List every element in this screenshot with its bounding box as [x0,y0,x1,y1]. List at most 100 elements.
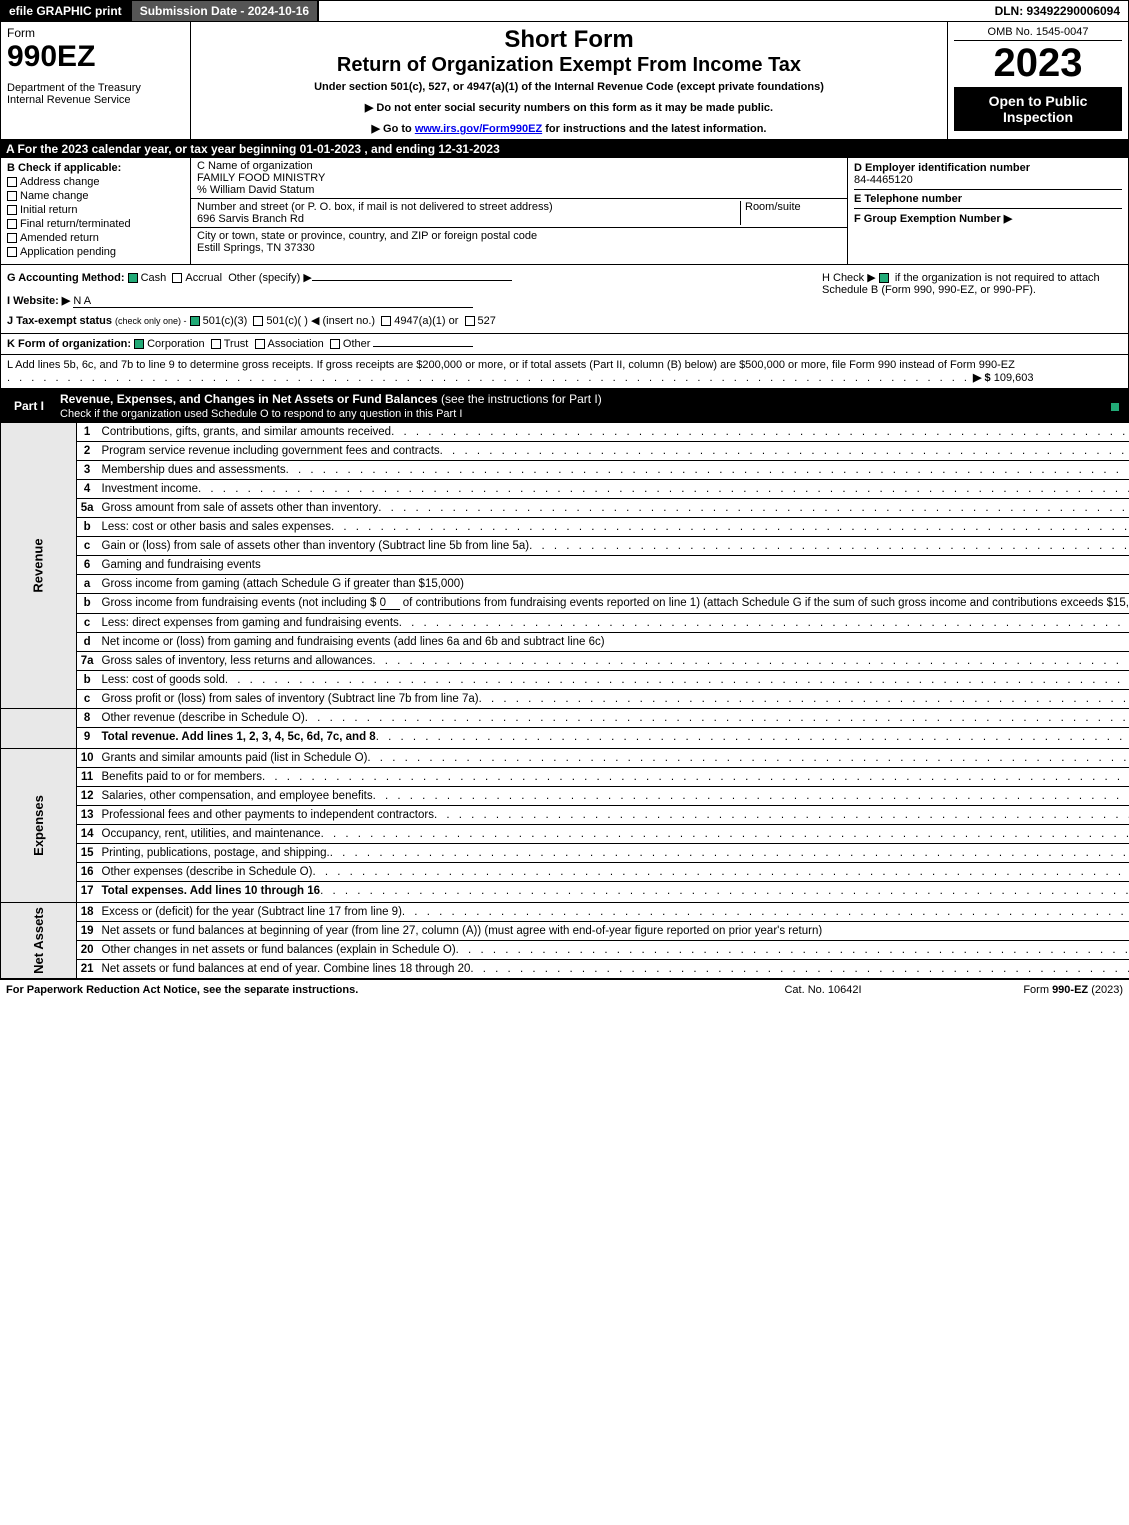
phone-label: E Telephone number [854,193,1122,205]
row-num: 1 [76,423,97,442]
dots [225,674,1129,686]
dots [399,617,1129,629]
accrual-label: Accrual [185,272,222,284]
side-netassets: Net Assets [1,903,77,979]
checkbox-501c3[interactable] [190,316,200,326]
desc-text2: of contributions from fundraising events… [403,597,1129,609]
row-desc: Gain or (loss) from sale of assets other… [98,537,1129,556]
desc-text: Less: cost or other basis and sales expe… [102,521,332,533]
form-word: Form [7,26,184,40]
goto-prefix: ▶ Go to [372,123,415,135]
k-other: Other [343,338,371,350]
row-desc: Program service revenue including govern… [98,442,1129,461]
city-box: City or town, state or province, country… [191,228,847,256]
header-center: Short Form Return of Organization Exempt… [191,22,948,139]
efile-print-button[interactable]: efile GRAPHIC print [1,1,132,21]
dept-label: Department of the Treasury Internal Reve… [7,82,184,106]
side-label: Revenue [31,538,46,592]
desc-text: Other changes in net assets or fund bala… [102,944,456,956]
other-specify-input[interactable] [312,280,512,281]
row-num: 16 [76,863,97,882]
checkbox-trust[interactable] [211,339,221,349]
checkbox-corp[interactable] [134,339,144,349]
side-revenue: Revenue [1,423,77,709]
row-desc: Gaming and fundraising events [98,556,1129,575]
submission-date-button[interactable]: Submission Date - 2024-10-16 [132,1,319,21]
check-label: Address change [20,176,100,188]
checkbox-accrual[interactable] [172,273,182,283]
table-row: 8 Other revenue (describe in Schedule O)… [1,709,1129,728]
checkbox-501c[interactable] [253,316,263,326]
checkbox-4947[interactable] [381,316,391,326]
dots [378,502,1129,514]
dots [479,693,1129,705]
row-num: 19 [76,922,97,941]
table-row: b Less: cost or other basis and sales ex… [1,518,1129,537]
dots [198,483,1129,495]
return-title: Return of Organization Exempt From Incom… [197,54,941,77]
table-row: 19 Net assets or fund balances at beginn… [1,922,1129,941]
row-desc: Other changes in net assets or fund bala… [98,941,1129,960]
phone-row: E Telephone number [854,193,1122,209]
table-row: 20 Other changes in net assets or fund b… [1,941,1129,960]
row-desc: Gross amount from sale of assets other t… [98,499,1129,518]
page-footer: For Paperwork Reduction Act Notice, see … [0,979,1129,1000]
room-suite: Room/suite [741,201,841,225]
row-num: b [76,518,97,537]
contrib-amount: 0 [380,597,400,610]
row-desc: Net assets or fund balances at beginning… [98,922,1129,941]
k-corp: Corporation [147,338,204,350]
desc-text: Program service revenue including govern… [102,445,440,457]
row-num: d [76,633,97,652]
row-desc: Professional fees and other payments to … [98,806,1129,825]
checkbox-cash[interactable] [128,273,138,283]
row-num: 10 [76,749,97,768]
checkbox-assoc[interactable] [255,339,265,349]
checkbox-527[interactable] [465,316,475,326]
check-label: Final return/terminated [20,218,131,230]
org-name-box: C Name of organization FAMILY FOOD MINIS… [191,158,847,199]
short-form-title: Short Form [197,26,941,54]
k-assoc: Association [268,338,324,350]
form-number: 990EZ [7,40,184,74]
footer-left: For Paperwork Reduction Act Notice, see … [6,984,723,996]
footer-form: 990-EZ [1052,984,1088,996]
table-row: Expenses 10 Grants and similar amounts p… [1,749,1129,768]
dots [286,464,1129,476]
footer-right: Form 990-EZ (2023) [923,984,1123,996]
part-i-title: Revenue, Expenses, and Changes in Net As… [60,392,1103,420]
row-num: 4 [76,480,97,499]
k-other-input[interactable] [373,346,473,347]
check-initial-return[interactable]: Initial return [7,204,184,216]
checkbox-h[interactable] [879,273,889,283]
side-label: Expenses [31,795,46,856]
row-num: 6 [76,556,97,575]
part-i-table: Revenue 1 Contributions, gifts, grants, … [0,423,1129,979]
row-desc: Gross profit or (loss) from sales of inv… [98,690,1129,709]
desc-text: Gain or (loss) from sale of assets other… [102,540,530,552]
desc-text: Less: direct expenses from gaming and fu… [102,617,399,629]
part-i-checkbox[interactable] [1103,399,1123,413]
table-row: 6 Gaming and fundraising events [1,556,1129,575]
row-num: c [76,537,97,556]
k-label: K Form of organization: [7,338,131,350]
table-row: Net Assets 18 Excess or (deficit) for th… [1,903,1129,922]
checkbox-other[interactable] [330,339,340,349]
j-501c3: 501(c)(3) [203,315,248,327]
part-i-label: Part I [6,398,52,414]
irs-link[interactable]: www.irs.gov/Form990EZ [415,123,542,135]
check-address-change[interactable]: Address change [7,176,184,188]
dots [470,963,1129,975]
desc-text: Total revenue. Add lines 1, 2, 3, 4, 5c,… [102,731,376,743]
check-name-change[interactable]: Name change [7,190,184,202]
row-desc: Grants and similar amounts paid (list in… [98,749,1129,768]
col-d: D Employer identification number 84-4465… [848,158,1128,264]
row-num: 2 [76,442,97,461]
col-c: C Name of organization FAMILY FOOD MINIS… [191,158,848,264]
check-application-pending[interactable]: Application pending [7,246,184,258]
check-amended-return[interactable]: Amended return [7,232,184,244]
table-row: 17 Total expenses. Add lines 10 through … [1,882,1129,903]
row-num: b [76,671,97,690]
l-value: 109,603 [994,372,1034,384]
check-final-return[interactable]: Final return/terminated [7,218,184,230]
